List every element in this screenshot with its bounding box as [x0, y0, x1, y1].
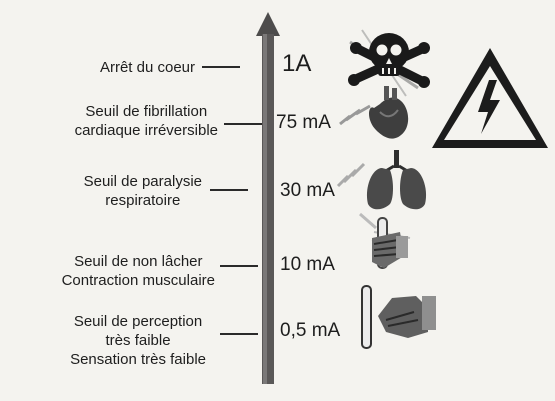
- label-line: Seuil de non lâcher: [74, 253, 203, 270]
- label-line: respiratoire: [105, 192, 181, 209]
- current-value-30ma: 30 mA: [280, 180, 335, 201]
- current-value-75ma: 75 mA: [276, 112, 331, 133]
- threshold-label-cardiac-arrest: Arrêt du coeur: [100, 58, 195, 77]
- zap-line-icon: [336, 162, 366, 188]
- label-line: Contraction musculaire: [61, 272, 215, 289]
- current-value-0-5ma: 0,5 mA: [280, 320, 341, 341]
- label-line: Seuil de paralysie: [83, 173, 202, 190]
- threshold-label-let-go: Seuil de non lâcher Contraction musculai…: [62, 252, 215, 290]
- heart-icon: [369, 86, 409, 139]
- lungs-icon: [366, 150, 427, 210]
- label-line: Seuil de fibrillation: [85, 103, 208, 120]
- threshold-label-fibrillation: Seuil de fibrillation cardiaque irrévers…: [75, 102, 218, 140]
- label-line: Seuil de perception: [73, 313, 203, 330]
- threshold-label-perception: Seuil de perception très faible Sensatio…: [70, 312, 206, 369]
- label-line: Arrêt du coeur: [99, 59, 195, 76]
- current-value-1a: 1A: [282, 50, 312, 77]
- current-value-10ma: 10 mA: [280, 254, 335, 275]
- threshold-label-respiratory-paralysis: Seuil de paralysie respiratoire: [84, 172, 202, 210]
- high-voltage-warning-icon: [432, 48, 548, 148]
- label-line: cardiaque irréversible: [74, 122, 218, 139]
- hand-touching-bar-icon: [361, 285, 436, 349]
- label-line: Sensation très faible: [70, 351, 206, 368]
- zap-line-icon: [339, 104, 371, 126]
- vertical-scale-arrow-icon: [256, 12, 280, 384]
- hand-gripping-bar-icon: [359, 212, 411, 269]
- skull-crossbones-icon: [348, 29, 430, 97]
- label-line: très faible: [105, 332, 171, 349]
